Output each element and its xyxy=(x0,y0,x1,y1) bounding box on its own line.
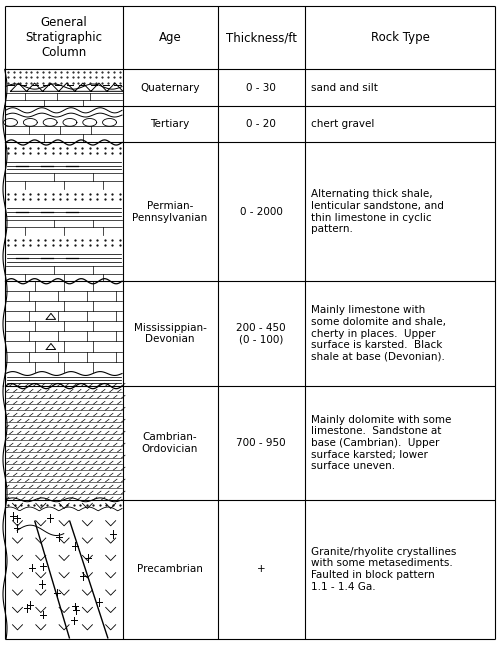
Text: Mainly dolomite with some
limestone.  Sandstone at
base (Cambrian).  Upper
surfa: Mainly dolomite with some limestone. San… xyxy=(311,415,452,471)
Text: 0 - 20: 0 - 20 xyxy=(246,119,276,129)
Text: General
Stratigraphic
Column: General Stratigraphic Column xyxy=(25,16,102,59)
Text: +: + xyxy=(257,564,266,574)
Text: Cambrian-
Ordovician: Cambrian- Ordovician xyxy=(142,432,198,454)
Text: Granite/rhyolite crystallines
with some metasediments.
Faulted in block pattern
: Granite/rhyolite crystallines with some … xyxy=(311,547,456,591)
Text: Rock Type: Rock Type xyxy=(370,32,430,45)
Text: Tertiary: Tertiary xyxy=(150,119,190,129)
Text: 0 - 30: 0 - 30 xyxy=(246,83,276,93)
Text: 0 - 2000: 0 - 2000 xyxy=(240,207,282,217)
Text: Quaternary: Quaternary xyxy=(140,83,200,93)
Text: Mainly limestone with
some dolomite and shale,
cherty in places.  Upper
surface : Mainly limestone with some dolomite and … xyxy=(311,306,446,362)
Text: Precambrian: Precambrian xyxy=(137,564,203,574)
Text: 700 - 950: 700 - 950 xyxy=(236,438,286,448)
Text: Alternating thick shale,
lenticular sandstone, and
thin limestone in cyclic
patt: Alternating thick shale, lenticular sand… xyxy=(311,190,444,234)
Text: Mississippian-
Devonian: Mississippian- Devonian xyxy=(134,323,206,344)
Text: Age: Age xyxy=(158,32,182,45)
Text: Permian-
Pennsylvanian: Permian- Pennsylvanian xyxy=(132,201,208,223)
Text: Thickness/ft: Thickness/ft xyxy=(226,32,297,45)
Text: 200 - 450
(0 - 100): 200 - 450 (0 - 100) xyxy=(236,323,286,344)
Text: sand and silt: sand and silt xyxy=(311,83,378,93)
Text: chert gravel: chert gravel xyxy=(311,119,374,129)
